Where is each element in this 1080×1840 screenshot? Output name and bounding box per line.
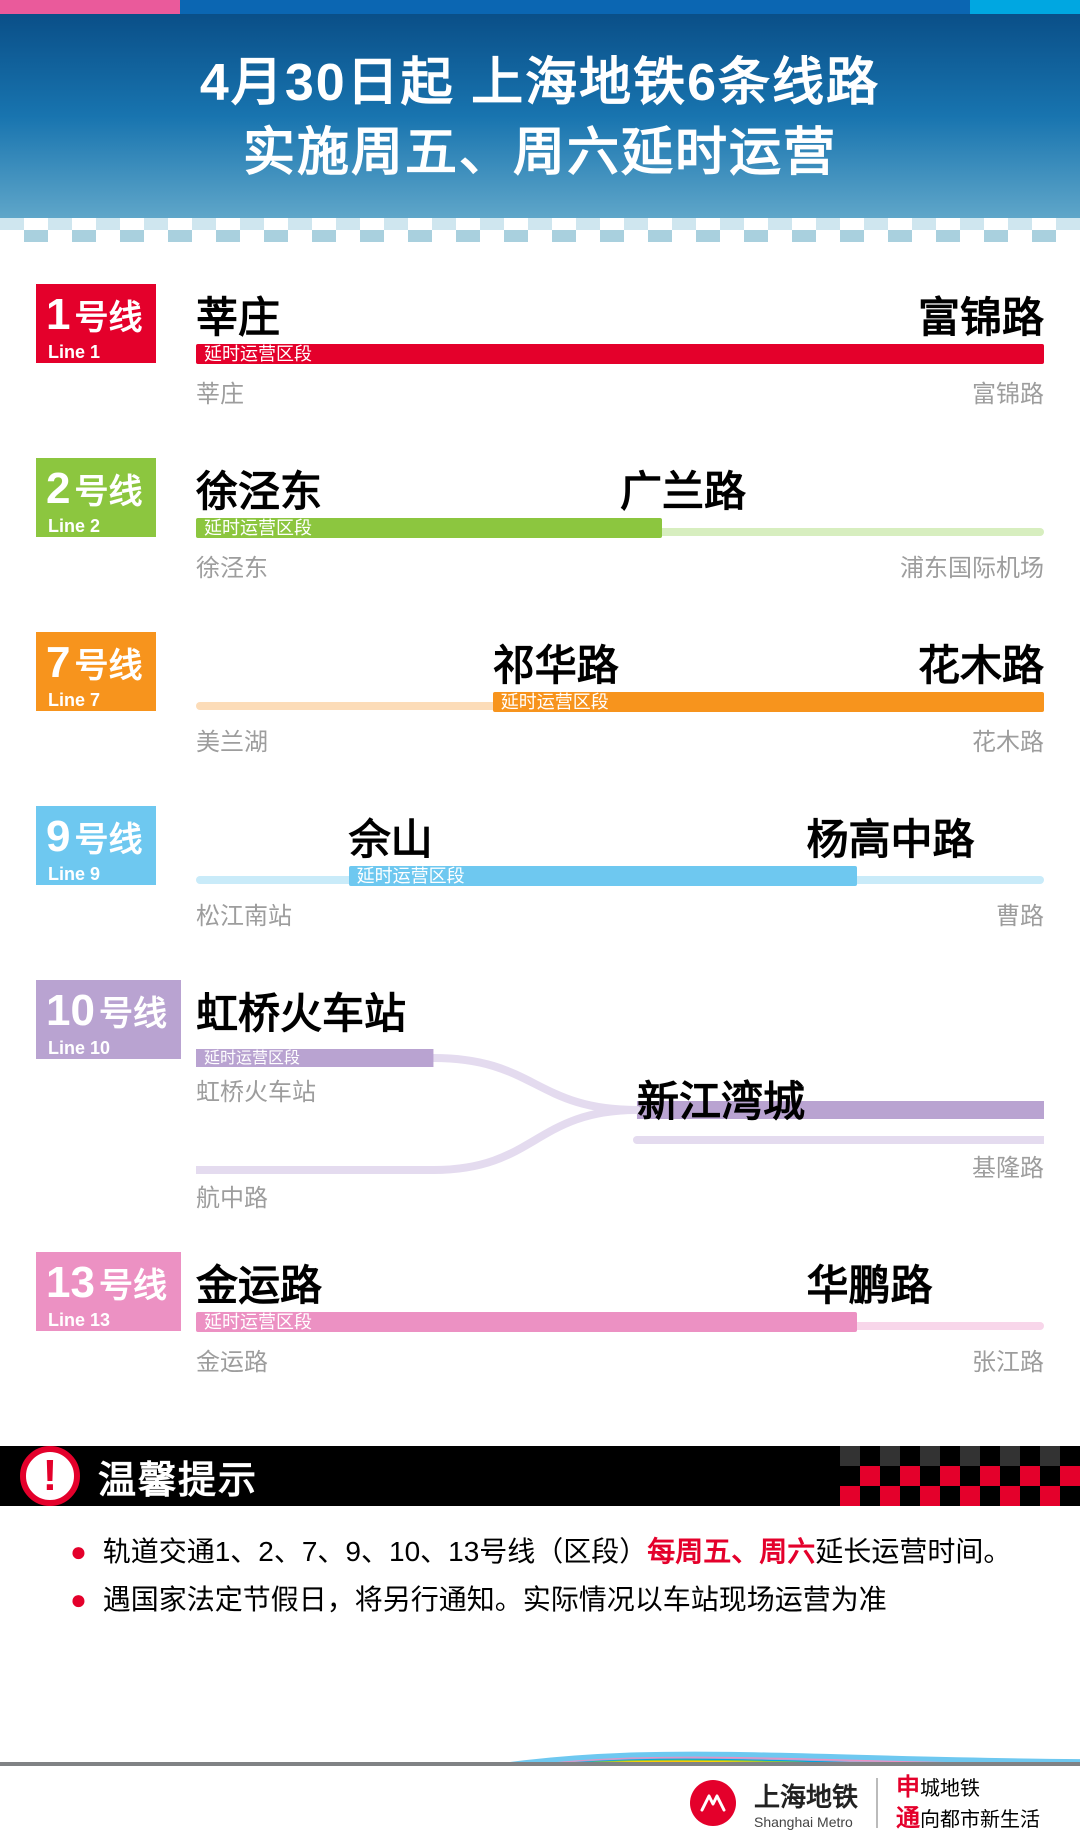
line-track: 延时运营区段	[196, 1312, 1044, 1332]
extended-segment-stations: 佘山杨高中路	[196, 806, 1044, 860]
notice-checker-pattern	[840, 1446, 1080, 1506]
line-track: 延时运营区段	[196, 518, 1044, 538]
full-line-endpoints: 徐泾东 浦东国际机场	[196, 548, 1044, 580]
footer-slogan: 申城地铁 通向都市新生活	[896, 1772, 1040, 1834]
line-badge: 1号线	[36, 284, 156, 346]
footer-divider	[876, 1778, 878, 1828]
station-label: 虹桥火车站	[196, 980, 406, 1041]
line-block-1: 1号线Line 1莘庄富锦路延时运营区段莘庄富锦路	[36, 284, 1044, 406]
extended-segment-bar: 延时运营区段	[196, 518, 662, 538]
station-label: 松江南站	[196, 896, 292, 931]
station-label: 基隆路	[972, 1148, 1044, 1183]
metro-logo-text: 上海地铁 Shanghai Metro	[754, 1777, 858, 1830]
notice-line-1: 轨道交通1、2、7、9、10、13号线（区段）每周五、周六延长运营时间。	[70, 1528, 1030, 1576]
station-label: 花木路	[918, 632, 1044, 693]
station-label: 新江湾城	[637, 1068, 805, 1129]
lines-container: 1号线Line 1莘庄富锦路延时运营区段莘庄富锦路2号线Line 2徐泾东广兰路…	[0, 242, 1080, 1436]
header-title-line1: 4月30日起 上海地铁6条线路	[0, 48, 1080, 118]
extended-segment-label: 延时运营区段	[501, 692, 609, 712]
station-label: 浦东国际机场	[900, 548, 1044, 583]
extended-segment-label: 延时运营区段	[357, 866, 465, 886]
extended-segment-label: 延时运营区段	[204, 344, 312, 364]
extended-segment-stations: 徐泾东广兰路	[196, 458, 1044, 512]
notice-title: 温馨提示	[98, 1449, 258, 1504]
notice-line-2: 遇国家法定节假日，将另行通知。实际情况以车站现场运营为准	[70, 1576, 1030, 1624]
station-label: 曹路	[996, 896, 1044, 931]
svg-text:延时运营区段: 延时运营区段	[204, 1049, 300, 1067]
station-label: 花木路	[972, 722, 1044, 757]
extended-segment-bar: 延时运营区段	[196, 1312, 857, 1332]
line-badge: 9号线	[36, 806, 156, 868]
line-track: 延时运营区段	[196, 344, 1044, 364]
station-label: 祁华路	[493, 632, 619, 693]
station-label: 莘庄	[196, 284, 280, 345]
full-line-endpoints: 美兰湖 花木路	[196, 722, 1044, 754]
station-label: 美兰湖	[196, 722, 268, 757]
header-checker-pattern	[0, 218, 1080, 242]
extended-segment-bar: 延时运营区段	[196, 344, 1044, 364]
notice-header-bar: ! 温馨提示	[0, 1446, 1080, 1506]
extended-segment-label: 延时运营区段	[204, 518, 312, 538]
line-badge: 2号线	[36, 458, 156, 520]
station-label: 华鹏路	[807, 1252, 933, 1313]
station-label: 杨高中路	[807, 806, 975, 867]
station-label: 金运路	[196, 1342, 268, 1377]
header-title-line2: 实施周五、周六延时运营	[0, 118, 1080, 188]
station-label: 广兰路	[620, 458, 746, 519]
line-badge: 10号线	[36, 980, 181, 1042]
line-track: 延时运营区段	[196, 866, 1044, 886]
line-10-branch-diagram: 延时运营区段新江湾城虹桥火车站基隆路航中路	[196, 1040, 1044, 1200]
station-label: 富锦路	[918, 284, 1044, 345]
line-block-13: 13号线Line 13金运路华鹏路延时运营区段金运路张江路	[36, 1252, 1044, 1374]
header-banner: 4月30日起 上海地铁6条线路 实施周五、周六延时运营	[0, 14, 1080, 218]
extended-segment-stations: 虹桥火车站	[196, 980, 1044, 1034]
line-track: 延时运营区段	[196, 692, 1044, 712]
station-label: 航中路	[196, 1178, 268, 1213]
extended-segment-stations: 金运路华鹏路	[196, 1252, 1044, 1306]
full-line-endpoints: 金运路 张江路	[196, 1342, 1044, 1374]
extended-segment-bar: 延时运营区段	[349, 866, 858, 886]
full-line-endpoints: 莘庄 富锦路	[196, 374, 1044, 406]
metro-logo-icon	[690, 1780, 736, 1826]
station-label: 莘庄	[196, 374, 244, 409]
station-label: 张江路	[972, 1342, 1044, 1377]
station-label: 虹桥火车站	[196, 1072, 316, 1107]
station-label: 徐泾东	[196, 548, 268, 583]
extended-segment-stations: 祁华路花木路	[196, 632, 1044, 686]
header-top-stripe	[0, 0, 1080, 14]
notice-body: 轨道交通1、2、7、9、10、13号线（区段）每周五、周六延长运营时间。 遇国家…	[0, 1506, 1080, 1645]
extended-segment-label: 延时运营区段	[204, 1312, 312, 1332]
station-label: 徐泾东	[196, 458, 322, 519]
notice-section: ! 温馨提示 轨道交通1、2、7、9、10、13号线（区段）每周五、周六延长运营…	[0, 1446, 1080, 1645]
line-badge: 13号线	[36, 1252, 181, 1314]
footer: 上海地铁 Shanghai Metro 申城地铁 通向都市新生活	[0, 1720, 1080, 1840]
line-block-7: 7号线Line 7祁华路花木路延时运营区段美兰湖花木路	[36, 632, 1044, 754]
line-block-2: 2号线Line 2徐泾东广兰路延时运营区段徐泾东浦东国际机场	[36, 458, 1044, 580]
line-badge: 7号线	[36, 632, 156, 694]
full-line-endpoints: 松江南站 曹路	[196, 896, 1044, 928]
station-label: 富锦路	[972, 374, 1044, 409]
footer-bottom-bar: 上海地铁 Shanghai Metro 申城地铁 通向都市新生活	[0, 1762, 1080, 1840]
extended-segment-stations: 莘庄富锦路	[196, 284, 1044, 338]
station-label: 佘山	[349, 806, 433, 867]
exclamation-icon: !	[20, 1446, 80, 1506]
line-block-10: 10号线Line 10虹桥火车站延时运营区段新江湾城虹桥火车站基隆路航中路	[36, 980, 1044, 1200]
station-label: 金运路	[196, 1252, 322, 1313]
extended-segment-bar: 延时运营区段	[493, 692, 1044, 712]
line-block-9: 9号线Line 9佘山杨高中路延时运营区段松江南站曹路	[36, 806, 1044, 928]
